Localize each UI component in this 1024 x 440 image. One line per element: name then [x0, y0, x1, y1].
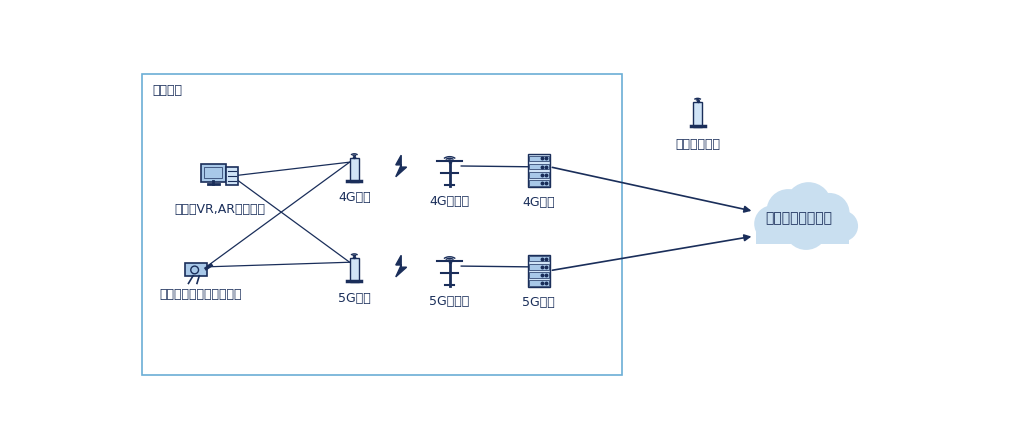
FancyBboxPatch shape	[756, 227, 849, 244]
Circle shape	[785, 182, 831, 228]
Text: 電波伝搝測定: 電波伝搝測定	[675, 138, 720, 151]
FancyBboxPatch shape	[528, 280, 549, 286]
Text: 5Gコア: 5Gコア	[522, 296, 555, 309]
Text: 外部ネットワーク: 外部ネットワーク	[765, 211, 831, 225]
Text: 5G端末: 5G端末	[338, 291, 371, 304]
Text: 4G基地局: 4G基地局	[429, 195, 470, 208]
FancyBboxPatch shape	[528, 256, 549, 261]
Circle shape	[784, 207, 827, 250]
Circle shape	[755, 205, 792, 242]
FancyBboxPatch shape	[528, 264, 549, 270]
Text: 昭和基地: 昭和基地	[153, 84, 183, 97]
Polygon shape	[395, 155, 407, 177]
Text: 4Gコア: 4Gコア	[522, 196, 555, 209]
FancyBboxPatch shape	[142, 74, 623, 375]
Circle shape	[827, 211, 858, 242]
FancyBboxPatch shape	[528, 180, 549, 186]
FancyBboxPatch shape	[225, 167, 238, 185]
Polygon shape	[395, 255, 407, 277]
Circle shape	[767, 189, 810, 232]
FancyBboxPatch shape	[349, 257, 359, 282]
FancyBboxPatch shape	[185, 264, 207, 276]
FancyBboxPatch shape	[201, 164, 225, 182]
FancyBboxPatch shape	[528, 172, 549, 177]
FancyBboxPatch shape	[528, 156, 549, 161]
Text: 5G基地局: 5G基地局	[429, 295, 470, 308]
Text: カメラなど映像伝送機器: カメラなど映像伝送機器	[160, 289, 242, 301]
FancyBboxPatch shape	[528, 254, 550, 287]
Circle shape	[190, 266, 199, 274]
Text: 端末、VR,AR機器など: 端末、VR,AR機器など	[174, 203, 265, 216]
Text: 4G端末: 4G端末	[338, 191, 371, 205]
FancyBboxPatch shape	[528, 164, 549, 169]
Circle shape	[809, 193, 850, 233]
FancyBboxPatch shape	[693, 102, 702, 127]
FancyBboxPatch shape	[528, 272, 549, 278]
FancyBboxPatch shape	[205, 167, 222, 179]
FancyBboxPatch shape	[349, 158, 359, 182]
FancyBboxPatch shape	[528, 154, 550, 187]
